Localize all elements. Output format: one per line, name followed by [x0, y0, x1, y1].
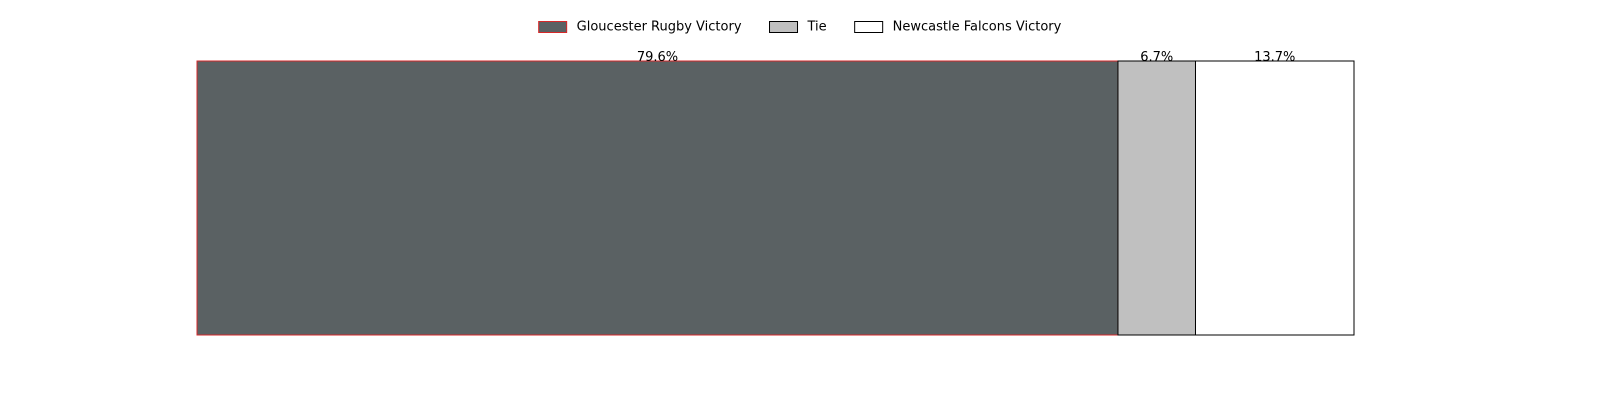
data-label-2: 13.7%: [1254, 50, 1295, 65]
data-label-0: 79.6%: [637, 50, 678, 65]
bar-group: [196, 60, 1355, 336]
legend-label-2: Newcastle Falcons Victory: [893, 20, 1062, 35]
legend-label-1: Tie: [807, 20, 827, 35]
bar-segment-2: [1194, 60, 1355, 336]
legend-swatch-2: [854, 21, 884, 33]
bar-segment-1: [1117, 60, 1196, 336]
legend-swatch-0: [538, 21, 568, 33]
data-label-1: 6.7%: [1140, 50, 1173, 65]
legend: Gloucester Rugby Victory Tie Newcastle Fal…: [538, 20, 1062, 35]
bar-segment-0: [196, 60, 1119, 336]
legend-swatch-1: [769, 21, 799, 33]
legend-label-0: Gloucester Rugby Victory: [577, 20, 742, 35]
data-label-group: 79.6% 6.7% 13.7%: [637, 50, 1296, 65]
